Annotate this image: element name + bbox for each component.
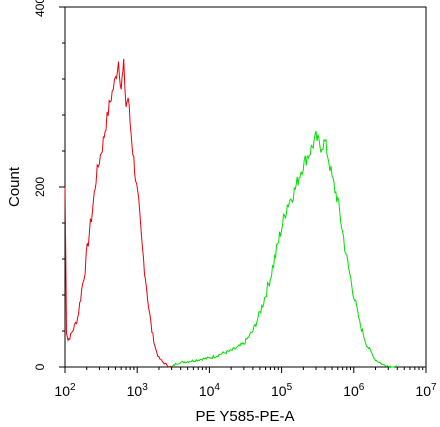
y-tick-label: 200	[33, 177, 47, 197]
x-tick-label: 103	[127, 382, 149, 399]
x-tick-exponent: 2	[70, 382, 76, 393]
x-tick-base: 10	[415, 383, 431, 399]
series-line-0	[64, 58, 172, 368]
y-axis: 0 200 400	[33, 0, 65, 370]
x-axis-label: PE Y585-PE-A	[196, 408, 295, 425]
series-line-1	[171, 130, 398, 368]
x-tick-label: 104	[199, 382, 221, 399]
x-tick-label: 106	[343, 382, 365, 399]
y-tick-label: 0	[33, 363, 47, 370]
plot-frame	[64, 6, 427, 368]
x-axis: 102 103 104 105 106 107	[54, 367, 437, 399]
x-tick-base: 10	[271, 383, 287, 399]
y-axis-label: Count	[6, 166, 23, 207]
x-tick-label: 102	[54, 382, 76, 399]
x-tick-label: 105	[271, 382, 293, 399]
x-tick-exponent: 5	[287, 382, 293, 393]
series-layer	[64, 58, 398, 368]
x-tick-exponent: 6	[359, 382, 365, 393]
x-tick-exponent: 4	[214, 382, 220, 393]
x-tick-label: 107	[415, 382, 437, 399]
x-tick-base: 10	[127, 383, 143, 399]
x-tick-base: 10	[199, 383, 215, 399]
y-tick-label: 400	[33, 0, 47, 17]
x-tick-base: 10	[343, 383, 359, 399]
x-tick-exponent: 3	[142, 382, 148, 393]
x-tick-base: 10	[54, 383, 70, 399]
x-tick-exponent: 7	[431, 382, 437, 393]
